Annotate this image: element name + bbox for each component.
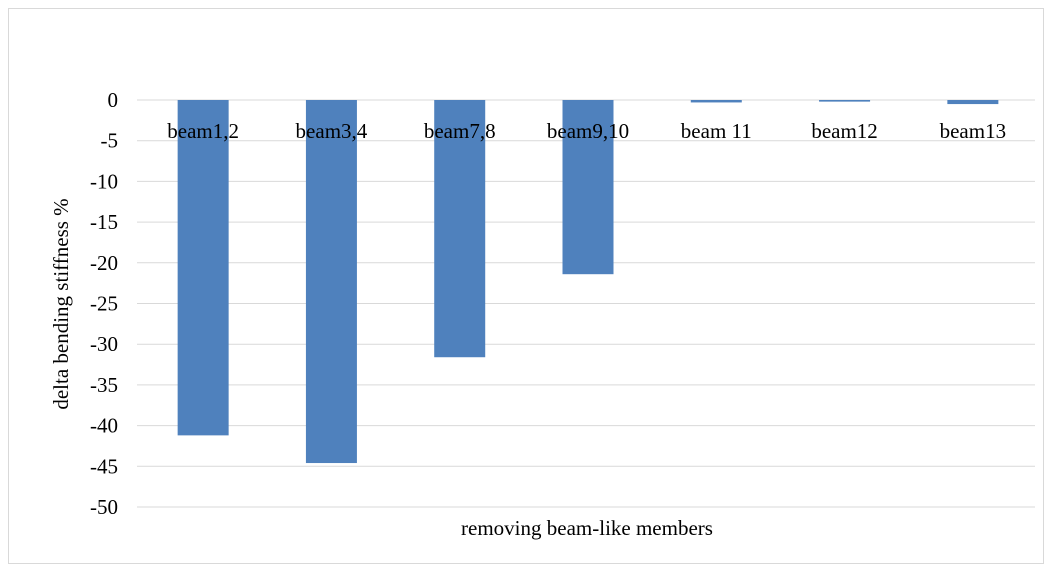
y-axis-tick-labels: 0 -5 -10 -15 -20 -25 -30 -35 -40 -45 -50	[90, 88, 118, 519]
x-category-label: beam12	[811, 119, 877, 143]
bar	[562, 100, 614, 275]
x-category-label: beam3,4	[296, 119, 368, 143]
x-category-label: beam7,8	[424, 119, 496, 143]
x-category-label: beam 11	[681, 119, 752, 143]
y-axis-title: delta bending stiffness %	[49, 198, 73, 409]
x-category-label: beam1,2	[167, 119, 239, 143]
bar	[690, 100, 742, 103]
y-tick-label: -5	[101, 129, 119, 153]
x-axis-title: removing beam-like members	[461, 516, 713, 540]
y-tick-label: -40	[90, 414, 118, 438]
y-tick-label: -20	[90, 251, 118, 275]
bar	[947, 100, 999, 105]
bar	[819, 100, 871, 102]
x-category-label: beam9,10	[547, 119, 629, 143]
y-tick-label: -35	[90, 373, 118, 397]
y-tick-label: -30	[90, 332, 118, 356]
bar	[305, 100, 357, 464]
bar	[434, 100, 486, 358]
x-category-label: beam13	[940, 119, 1006, 143]
y-tick-label: -10	[90, 169, 118, 193]
x-axis-category-labels: beam1,2 beam3,4 beam7,8 beam9,10 beam 11 beam…	[167, 119, 1006, 143]
y-tick-label: 0	[108, 88, 119, 112]
bars	[177, 100, 999, 464]
y-tick-label: -25	[90, 292, 118, 316]
y-tick-label: -45	[90, 454, 118, 478]
bar	[177, 100, 229, 436]
y-tick-label: -15	[90, 210, 118, 234]
y-tick-label: -50	[90, 495, 118, 519]
gridlines	[137, 99, 1035, 508]
